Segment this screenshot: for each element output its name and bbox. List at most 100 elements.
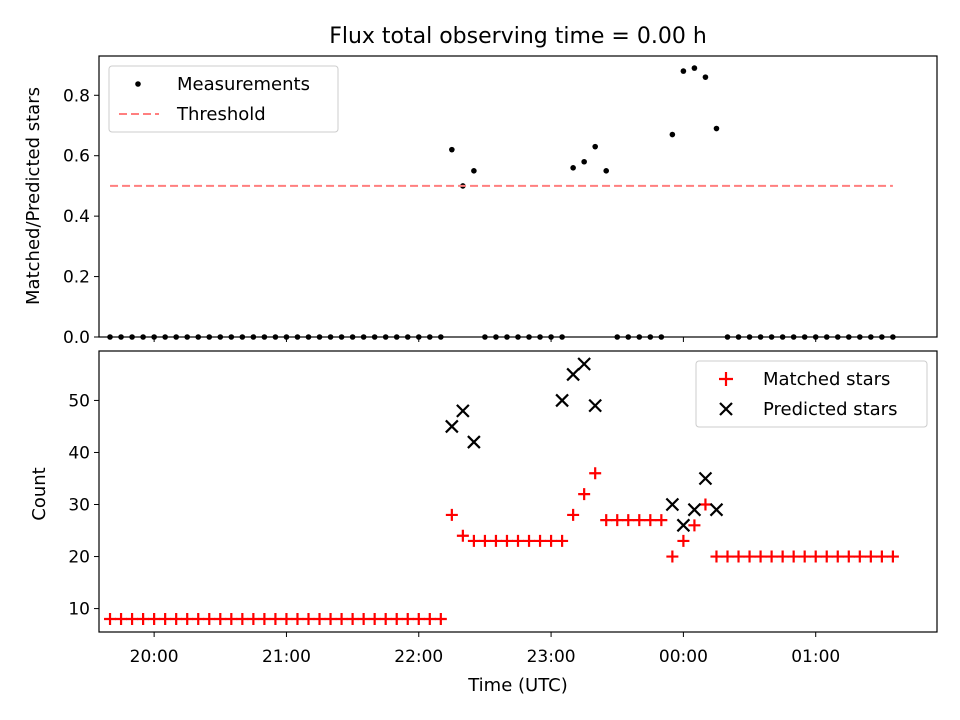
matched-star-point bbox=[666, 550, 679, 563]
predicted-star-point bbox=[445, 419, 459, 434]
matched-star-point bbox=[853, 550, 866, 563]
matched-star-point bbox=[159, 612, 172, 625]
y-tick-label: 0.0 bbox=[63, 328, 90, 348]
y-tick-label: 0.4 bbox=[63, 207, 90, 227]
matched-star-point bbox=[655, 514, 668, 527]
matched-star-point bbox=[456, 529, 469, 542]
matched-star-point bbox=[489, 534, 502, 547]
measurement-point bbox=[570, 164, 576, 171]
top-panel: Flux total observing time = 0.00 h 0.00.… bbox=[23, 24, 938, 348]
matched-star-point bbox=[225, 612, 238, 625]
measurement-point bbox=[471, 168, 477, 174]
matched-star-point bbox=[589, 467, 602, 480]
matched-star-point bbox=[556, 534, 569, 547]
matched-star-point bbox=[776, 550, 789, 563]
bottom-axes-frame bbox=[98, 350, 938, 633]
measurement-point bbox=[581, 158, 587, 165]
matched-star-point bbox=[578, 488, 591, 501]
matched-star-point bbox=[611, 514, 624, 527]
bottom-x-axis: 20:00 21:00 22:00 23:00 00:00 01:00 bbox=[130, 632, 840, 667]
matched-star-point bbox=[798, 550, 811, 563]
y-tick-label: 0.6 bbox=[63, 147, 90, 167]
matched-star-point bbox=[820, 550, 833, 563]
matched-star-point bbox=[523, 534, 536, 547]
bottom-panel: 10 20 30 40 50 20:00 21:00 22:00 23:00 00:00 01:0… bbox=[29, 350, 938, 696]
measurement-point bbox=[702, 74, 709, 80]
measurement-point bbox=[449, 146, 455, 153]
matched-star-point bbox=[368, 612, 381, 625]
matched-star-point bbox=[324, 612, 337, 625]
y-tick-label: 50 bbox=[68, 391, 90, 411]
matched-star-point bbox=[170, 612, 183, 625]
x-tick-label: 21:00 bbox=[262, 647, 311, 667]
measurement-point bbox=[691, 65, 698, 71]
matched-star-point bbox=[478, 534, 491, 547]
matched-star-point bbox=[644, 514, 657, 527]
matched-star-point bbox=[346, 612, 359, 625]
matched-star-point bbox=[379, 612, 392, 625]
top-y-axis: 0.0 0.2 0.4 0.6 0.8 bbox=[63, 86, 99, 348]
matched-star-point bbox=[148, 612, 161, 625]
matched-star-point bbox=[203, 612, 216, 625]
matched-star-point bbox=[886, 550, 899, 563]
matched-star-point bbox=[534, 534, 547, 547]
predicted-star-point bbox=[687, 502, 702, 517]
matched-star-point bbox=[258, 612, 271, 625]
bottom-plot-area bbox=[104, 357, 899, 625]
y-tick-label: 40 bbox=[68, 443, 90, 463]
y-tick-label: 20 bbox=[68, 548, 90, 568]
matched-star-point bbox=[247, 612, 260, 625]
matched-star-point bbox=[214, 612, 227, 625]
top-axes-frame bbox=[98, 55, 938, 338]
matched-star-point bbox=[545, 534, 558, 547]
matched-star-point bbox=[302, 612, 315, 625]
matched-star-point bbox=[423, 612, 436, 625]
bottom-legend: Matched stars Predicted stars bbox=[695, 360, 928, 428]
predicted-star-point bbox=[709, 502, 724, 517]
matched-star-point bbox=[864, 550, 877, 563]
threshold-legend-label: Threshold bbox=[176, 104, 266, 125]
measurement-point bbox=[680, 68, 687, 74]
measurement-point bbox=[713, 125, 720, 132]
measurement-point bbox=[592, 143, 598, 150]
measurement-point bbox=[669, 131, 676, 138]
matched-star-point bbox=[137, 612, 150, 625]
predicted-star-point bbox=[676, 518, 691, 533]
matched-star-point bbox=[699, 498, 712, 511]
matched-star-point bbox=[313, 612, 326, 625]
matched-star-point bbox=[842, 550, 855, 563]
matched-star-point bbox=[765, 550, 778, 563]
matched-star-point bbox=[688, 519, 701, 532]
matched-star-point bbox=[809, 550, 822, 563]
matched-star-point bbox=[412, 612, 425, 625]
matched-star-point bbox=[567, 508, 580, 521]
predicted-star-point bbox=[555, 393, 569, 408]
predicted-star-point bbox=[588, 398, 602, 413]
matched-star-point bbox=[743, 550, 756, 563]
matched-star-point bbox=[192, 612, 205, 625]
matched-star-point bbox=[434, 612, 447, 625]
top-plot-area bbox=[107, 65, 896, 340]
x-tick-label: 22:00 bbox=[394, 647, 443, 667]
matched-star-point bbox=[721, 550, 734, 563]
bottom-legend-box bbox=[695, 360, 928, 428]
y-tick-label: 10 bbox=[68, 600, 90, 620]
predicted-legend-label: Predicted stars bbox=[763, 399, 897, 420]
x-tick-label: 23:00 bbox=[527, 647, 576, 667]
predicted-star-point bbox=[665, 497, 680, 512]
matched-star-point bbox=[500, 534, 513, 547]
measurement-point bbox=[603, 168, 610, 174]
matched-star-point bbox=[181, 612, 194, 625]
bottom-y-axis-label: Count bbox=[29, 467, 50, 520]
matched-star-point bbox=[754, 550, 767, 563]
top-legend-box bbox=[108, 65, 339, 133]
x-tick-label: 00:00 bbox=[659, 647, 708, 667]
matched-star-point bbox=[269, 612, 282, 625]
matched-star-point bbox=[467, 534, 480, 547]
x-tick-label: 20:00 bbox=[130, 647, 179, 667]
matched-star-point bbox=[126, 612, 139, 625]
matched-star-point bbox=[401, 612, 414, 625]
top-x-axis bbox=[153, 337, 817, 342]
matched-star-point bbox=[732, 550, 745, 563]
